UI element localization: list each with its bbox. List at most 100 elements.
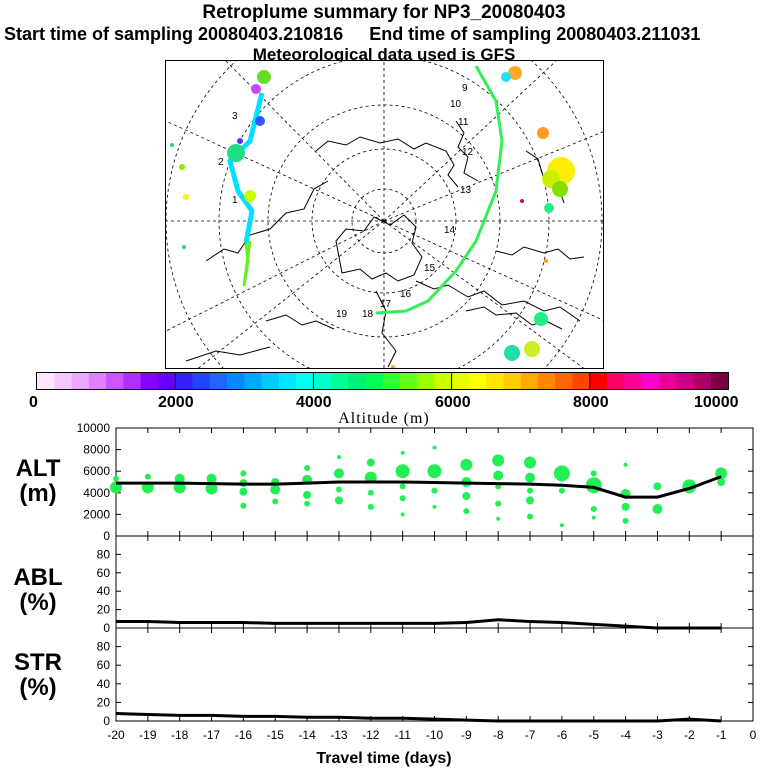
- data-point: [462, 492, 471, 501]
- start-time-label: Start time of sampling 20080403.210816: [4, 24, 344, 44]
- track-label: 9: [462, 83, 468, 94]
- series-line: [116, 475, 722, 499]
- colorbar-swatch: [71, 373, 90, 389]
- track-label: 18: [362, 309, 374, 320]
- x-tick-label: -11: [394, 728, 411, 742]
- track-label: 14: [444, 225, 456, 236]
- data-point: [271, 478, 280, 486]
- data-point: [493, 470, 504, 481]
- colorbar-swatch: [451, 373, 470, 389]
- str-ylabel: STR (%): [14, 649, 62, 701]
- colorbar-swatch: [278, 373, 297, 389]
- y-tick-label: 0: [103, 621, 110, 635]
- marker: [501, 72, 511, 82]
- data-point: [495, 500, 502, 507]
- colorbar-swatch: [192, 373, 211, 389]
- x-tick-label: -20: [107, 728, 125, 742]
- data-point: [715, 467, 728, 480]
- data-point: [590, 506, 597, 512]
- data-point: [400, 512, 405, 517]
- x-tick-label: -10: [426, 728, 444, 742]
- data-point: [527, 513, 534, 520]
- track-label: 15: [424, 263, 436, 274]
- marker: [537, 127, 549, 139]
- colorbar-svg: [37, 373, 729, 389]
- track-label: 13: [460, 185, 472, 196]
- marker: [255, 116, 265, 126]
- data-point: [110, 481, 122, 494]
- x-tick-label: -18: [171, 728, 189, 742]
- colorbar-swatch: [140, 373, 159, 389]
- colorbar-tick: 8000: [573, 394, 609, 411]
- data-point: [460, 458, 473, 471]
- colorbar-swatch: [555, 373, 574, 389]
- colorbar-tick: 2000: [158, 394, 194, 411]
- data-point: [559, 523, 564, 528]
- marker: [183, 194, 189, 200]
- y-tick-label: 20: [97, 695, 111, 709]
- colorbar-swatch: [624, 373, 643, 389]
- data-point: [304, 500, 311, 507]
- map-markers: [170, 66, 575, 368]
- colorbar-tick: 6000: [435, 394, 471, 411]
- plume-track-right: [375, 65, 504, 315]
- data-point: [367, 503, 374, 510]
- data-point: [427, 464, 442, 479]
- marker: [179, 164, 185, 170]
- data-point: [240, 470, 247, 477]
- y-tick-label: 40: [97, 677, 111, 691]
- data-point: [622, 517, 629, 524]
- data-point: [553, 465, 570, 482]
- altitude-colorbar: [36, 372, 729, 390]
- panel-frame: [115, 535, 754, 629]
- x-tick-label: 0: [750, 728, 757, 742]
- track-label: 19: [336, 309, 348, 320]
- marker: [391, 365, 395, 368]
- x-tick-label: -16: [235, 728, 253, 742]
- data-point: [399, 495, 406, 502]
- colorbar-swatch: [572, 373, 591, 389]
- data-point: [272, 498, 279, 505]
- track-label: 11: [458, 117, 469, 128]
- marker: [182, 245, 186, 249]
- track-label: 3: [232, 111, 238, 122]
- data-point: [620, 488, 631, 499]
- data-point: [432, 504, 437, 509]
- y-tick-label: 40: [97, 584, 111, 598]
- colorbar-swatch: [537, 373, 556, 389]
- track-label: 16: [400, 289, 412, 300]
- colorbar-swatch: [123, 373, 142, 389]
- data-point: [526, 496, 535, 505]
- panel-frame: [115, 427, 754, 537]
- data-point: [496, 516, 501, 521]
- x-tick-label: -8: [493, 728, 504, 742]
- colorbar-swatch: [330, 373, 349, 389]
- data-point: [206, 473, 217, 484]
- series-line: [115, 712, 722, 723]
- data-point: [621, 502, 630, 511]
- marker: [544, 259, 548, 263]
- sampling-time-line: Start time of sampling 20080403.210816 En…: [4, 24, 700, 45]
- colorbar-swatch: [227, 373, 245, 389]
- data-point: [333, 468, 344, 479]
- data-point: [367, 489, 374, 496]
- x-tick-label: -12: [362, 728, 380, 742]
- y-tick-label: 20: [97, 603, 111, 617]
- colorbar-swatch: [209, 373, 228, 389]
- marker: [544, 203, 554, 213]
- plume-track-left: [227, 92, 265, 244]
- data-point: [335, 486, 342, 493]
- x-tick-label: -7: [525, 728, 536, 742]
- abl-panel-label: ABL (%): [8, 565, 68, 615]
- data-point: [240, 502, 247, 509]
- colorbar-swatch: [313, 373, 332, 389]
- colorbar-swatch: [399, 373, 418, 389]
- colorbar-swatch: [710, 373, 729, 389]
- colorbar-tick: 4000: [296, 394, 332, 411]
- abl-ylabel: ABL (%): [13, 564, 63, 616]
- map-graticule: [166, 61, 603, 368]
- data-point: [717, 478, 726, 486]
- x-tick-label: -1: [716, 728, 727, 742]
- data-point: [334, 496, 343, 505]
- data-point: [686, 487, 693, 494]
